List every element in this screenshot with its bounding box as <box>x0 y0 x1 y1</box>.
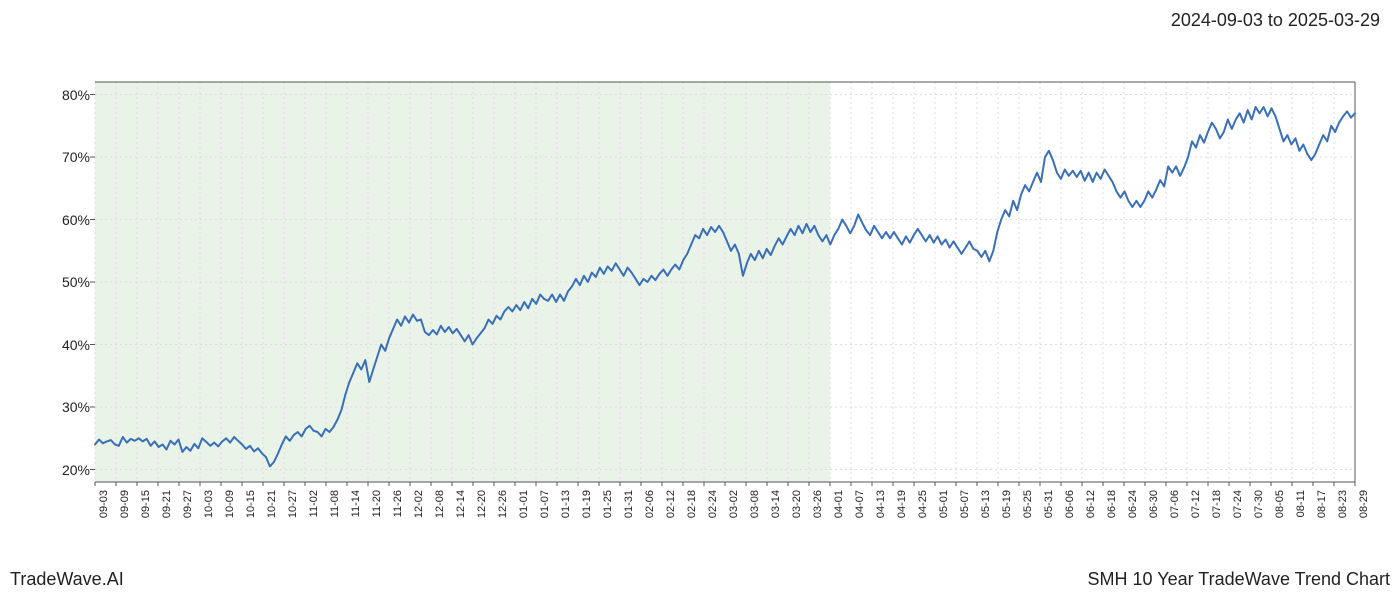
x-tick-label: 06-12 <box>1085 490 1097 518</box>
x-tick-label: 05-13 <box>980 490 992 518</box>
x-tick-label: 08-05 <box>1274 490 1286 518</box>
x-tick-label: 05-25 <box>1022 490 1034 518</box>
x-tick-label: 11-26 <box>392 490 404 517</box>
x-tick-label: 02-06 <box>644 490 656 518</box>
footer-brand: TradeWave.AI <box>10 569 124 590</box>
x-tick-label: 03-02 <box>728 490 740 518</box>
x-tick-label: 01-13 <box>560 490 572 518</box>
x-tick-label: 03-14 <box>770 490 782 518</box>
x-tick-label: 05-31 <box>1043 490 1055 518</box>
x-tick-label: 07-30 <box>1253 490 1265 518</box>
x-tick-label: 12-14 <box>455 490 467 518</box>
trend-chart <box>0 50 1375 542</box>
x-tick-label: 01-07 <box>539 490 551 518</box>
x-tick-label: 09-21 <box>161 490 173 518</box>
x-tick-label: 10-09 <box>224 490 236 518</box>
x-tick-label: 02-12 <box>665 490 677 518</box>
x-tick-label: 07-12 <box>1190 490 1202 518</box>
x-tick-label: 07-06 <box>1169 490 1181 518</box>
x-tick-label: 07-18 <box>1211 490 1223 518</box>
x-tick-label: 09-09 <box>119 490 131 518</box>
x-tick-label: 06-24 <box>1127 490 1139 518</box>
x-tick-label: 08-29 <box>1358 490 1370 518</box>
x-tick-label: 11-20 <box>371 490 383 517</box>
x-tick-label: 05-07 <box>959 490 971 518</box>
x-tick-label: 10-21 <box>266 490 278 518</box>
x-tick-label: 08-17 <box>1316 490 1328 518</box>
x-tick-label: 12-08 <box>434 490 446 518</box>
x-tick-label: 01-01 <box>518 490 530 518</box>
x-tick-label: 01-31 <box>623 490 635 518</box>
x-axis-labels: 09-03 09-09 09-15 09-21 09-27 10-03 10-09 10-15… <box>0 488 1375 543</box>
x-tick-label: 11-14 <box>350 490 362 517</box>
x-tick-label: 08-11 <box>1295 490 1307 517</box>
x-tick-label: 05-01 <box>938 490 950 518</box>
date-range-label: 2024-09-03 to 2025-03-29 <box>1171 10 1380 31</box>
x-tick-label: 02-24 <box>707 490 719 518</box>
x-tick-label: 05-19 <box>1001 490 1013 518</box>
x-tick-label: 09-03 <box>98 490 110 518</box>
x-tick-label: 01-19 <box>581 490 593 518</box>
x-tick-label: 04-01 <box>833 490 845 518</box>
x-tick-label: 10-15 <box>245 490 257 518</box>
x-tick-label: 01-25 <box>602 490 614 518</box>
x-tick-label: 12-02 <box>413 490 425 518</box>
x-tick-label: 07-24 <box>1232 490 1244 518</box>
x-tick-label: 06-30 <box>1148 490 1160 518</box>
x-tick-label: 03-20 <box>791 490 803 518</box>
x-tick-label: 10-03 <box>203 490 215 518</box>
x-tick-label: 09-27 <box>182 490 194 518</box>
x-tick-label: 04-07 <box>854 490 866 518</box>
x-tick-label: 03-26 <box>812 490 824 518</box>
chart-title: SMH 10 Year TradeWave Trend Chart <box>1088 569 1390 590</box>
x-tick-label: 04-25 <box>917 490 929 518</box>
x-tick-label: 10-27 <box>287 490 299 518</box>
x-tick-label: 04-13 <box>875 490 887 518</box>
x-tick-label: 12-26 <box>497 490 509 518</box>
x-tick-label: 06-18 <box>1106 490 1118 518</box>
x-tick-label: 12-20 <box>476 490 488 518</box>
x-tick-label: 02-18 <box>686 490 698 518</box>
x-tick-label: 11-08 <box>329 490 341 517</box>
x-tick-label: 04-19 <box>896 490 908 518</box>
x-tick-label: 08-23 <box>1337 490 1349 518</box>
x-tick-label: 11-02 <box>308 490 320 517</box>
x-tick-label: 03-08 <box>749 490 761 518</box>
x-tick-label: 09-15 <box>140 490 152 518</box>
chart-container: 20%30%40%50%60%70%80% 09-0309-0909-1509-… <box>0 50 1400 540</box>
x-tick-label: 06-06 <box>1064 490 1076 518</box>
